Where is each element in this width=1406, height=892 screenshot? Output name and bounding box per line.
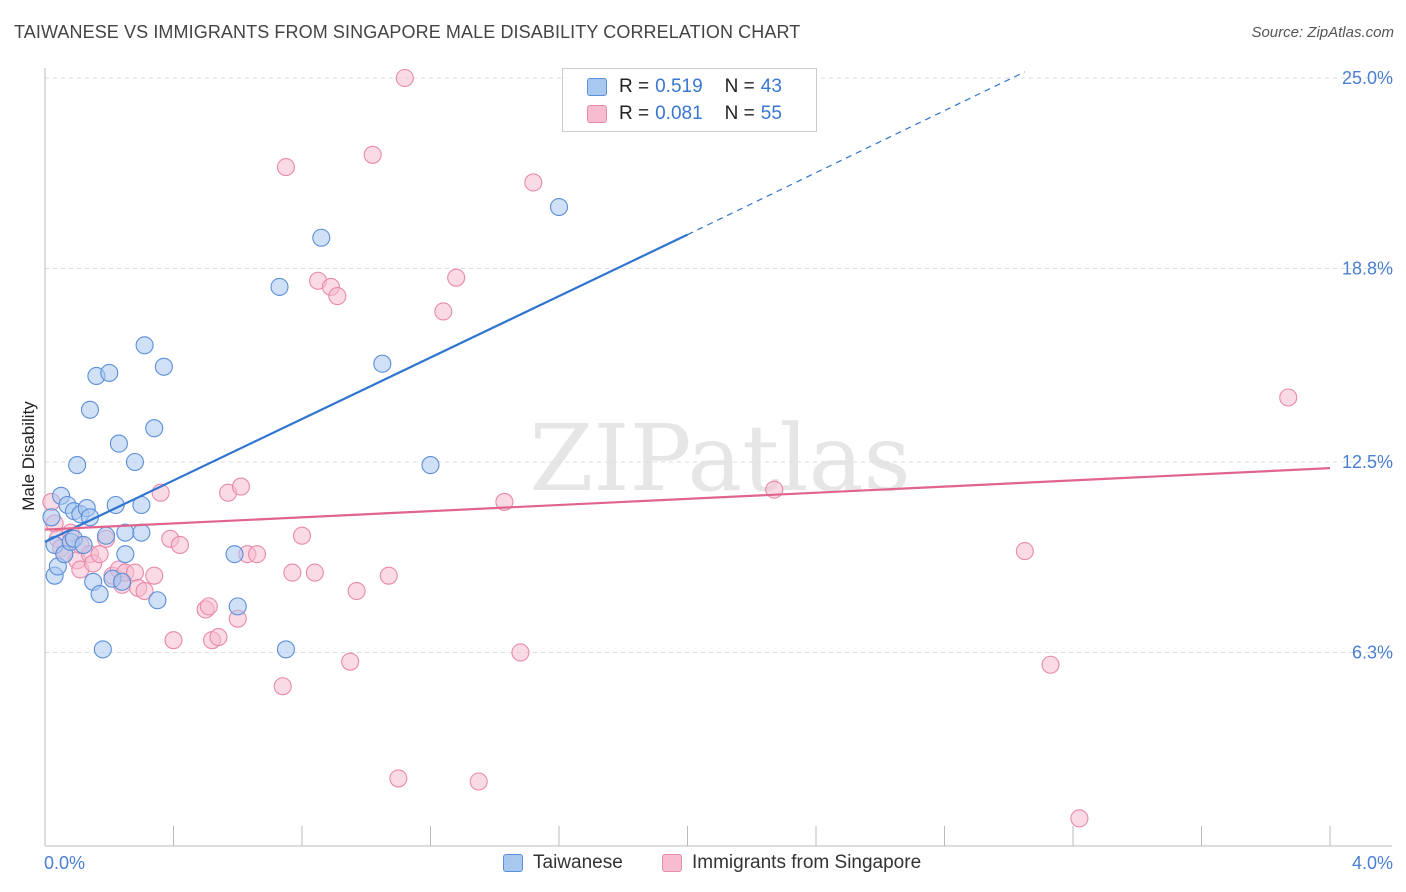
singapore-point [395, 68, 414, 88]
n-label: N = [724, 103, 755, 124]
legend-label: Immigrants from Singapore [692, 852, 922, 873]
x-tick-label: 4.0% [1352, 853, 1393, 873]
singapore-point [170, 535, 189, 554]
taiwanese-trend-line [44, 233, 688, 543]
singapore-point [90, 545, 109, 564]
taiwanese-point [96, 526, 116, 545]
taiwanese-point [109, 434, 128, 453]
taiwanese-point [145, 419, 164, 438]
y-axis-label: Male Disability [19, 401, 38, 511]
legend-label: Taiwanese [533, 852, 623, 873]
trend-lines [44, 71, 1331, 543]
singapore-point [363, 145, 382, 164]
singapore-point [199, 597, 218, 616]
taiwanese-point [373, 354, 392, 373]
singapore-point [524, 173, 543, 192]
singapore-point [1041, 655, 1060, 674]
r-value: 0.081 [655, 103, 703, 124]
singapore-point [511, 643, 530, 662]
r-value: 0.519 [655, 76, 703, 97]
singapore-point [231, 477, 251, 496]
singapore-point [164, 631, 183, 650]
singapore-point [276, 158, 295, 177]
singapore-point [292, 526, 312, 545]
taiwanese-point [68, 456, 87, 475]
r-label: R = [619, 103, 650, 124]
singapore-point [1279, 388, 1298, 407]
y-tick-label: 25.0% [1342, 68, 1393, 88]
legend-row-singapore: R = 0.081 N = 55 [587, 101, 782, 127]
singapore-point [379, 566, 398, 585]
taiwanese-point [132, 523, 151, 542]
pink-swatch-icon [587, 105, 607, 123]
legend-row-taiwanese: R = 0.519 N = 43 [587, 74, 782, 100]
singapore-point [469, 772, 488, 791]
taiwanese-point [312, 228, 331, 247]
taiwanese-point [125, 452, 144, 472]
y-tick-label: 18.8% [1342, 258, 1393, 278]
singapore-point [1015, 542, 1034, 561]
singapore-point [135, 581, 154, 601]
blue-swatch-icon [587, 78, 607, 96]
singapore-point [389, 769, 408, 788]
taiwanese-point [228, 597, 247, 616]
axes [44, 68, 1392, 847]
singapore-point [247, 545, 267, 564]
taiwanese-point [225, 545, 244, 564]
taiwanese-point [74, 535, 93, 554]
pink-swatch-icon [662, 854, 682, 872]
singapore-point [273, 677, 292, 696]
taiwanese-point [80, 400, 100, 419]
x-tick-label: 0.0% [44, 853, 85, 873]
singapore-trend-line [44, 467, 1331, 531]
singapore-point [328, 287, 347, 306]
singapore-point [305, 563, 324, 582]
taiwanese-point [116, 545, 135, 564]
taiwanese-point [93, 640, 112, 659]
taiwanese-point [148, 591, 167, 610]
singapore-point [447, 268, 466, 287]
r-label: R = [619, 76, 650, 97]
singapore-point [495, 492, 514, 511]
taiwanese-point [276, 640, 295, 659]
taiwanese-point [549, 197, 569, 217]
taiwanese-point [113, 572, 132, 591]
singapore-point [1070, 809, 1089, 828]
n-label: N = [724, 76, 755, 97]
grid-lines [45, 77, 1392, 653]
taiwanese-point [421, 456, 440, 475]
singapore-point [434, 302, 453, 321]
n-value: 43 [760, 76, 782, 97]
singapore-point [283, 563, 302, 582]
singapore-point [145, 566, 164, 585]
y-tick-label: 12.5% [1342, 452, 1393, 472]
series-taiwanese-points [42, 197, 569, 659]
singapore-point [341, 652, 360, 671]
blue-swatch-icon [503, 854, 523, 872]
correlation-legend: R = 0.519 N = 43 R = 0.081 N = 55 [562, 68, 817, 132]
taiwanese-trend-extension [687, 71, 1026, 236]
bottom-legend-taiwanese: Taiwanese [503, 852, 623, 874]
taiwanese-point [135, 336, 154, 355]
chart-title: TAIWANESE VS IMMIGRANTS FROM SINGAPORE M… [14, 22, 801, 42]
taiwanese-point [90, 585, 109, 604]
taiwanese-point [42, 508, 61, 527]
watermark: ZIPatlas [529, 405, 910, 512]
taiwanese-point [100, 363, 119, 382]
taiwanese-point [270, 277, 289, 296]
singapore-point [347, 581, 366, 601]
axis-labels: 6.3% 12.5% 18.8% 25.0% 0.0% 4.0% Male Disabili… [19, 68, 1393, 873]
singapore-point [209, 628, 228, 647]
bottom-legend-singapore: Immigrants from Singapore [662, 852, 921, 874]
y-tick-label: 6.3% [1352, 642, 1393, 662]
taiwanese-point [154, 357, 173, 376]
n-value: 55 [760, 103, 782, 124]
source-label: Source: ZipAtlas.com [1251, 24, 1394, 41]
